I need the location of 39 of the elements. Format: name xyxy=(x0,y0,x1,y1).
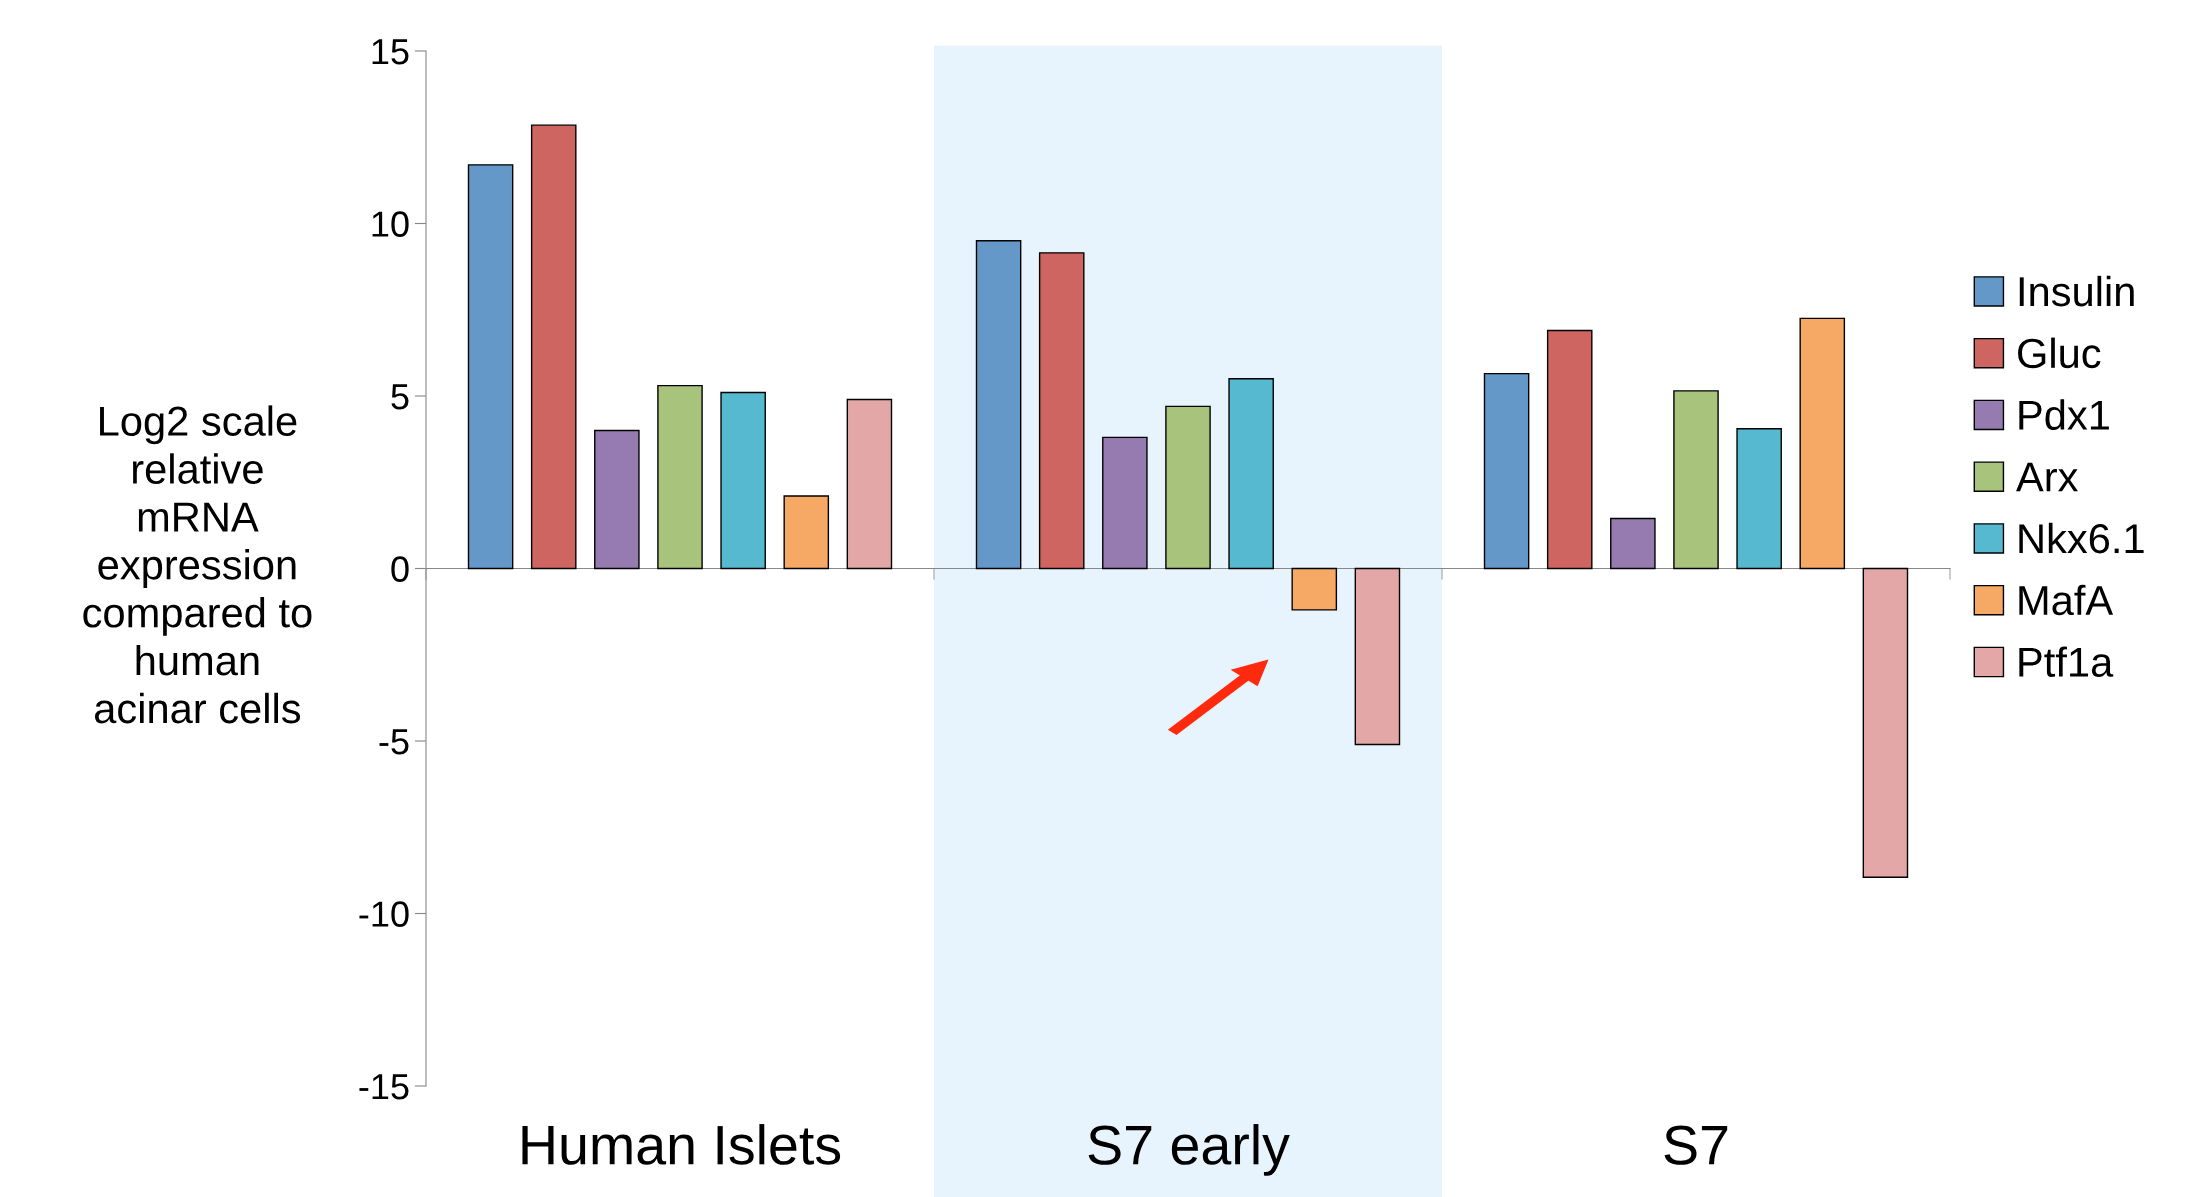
bar xyxy=(975,240,1022,570)
bar xyxy=(467,164,514,570)
bar xyxy=(1038,252,1085,570)
legend-label: Arx xyxy=(2016,462,2078,492)
x-tick-label: S7 xyxy=(1664,1125,1728,1165)
y-tick-label: 10 xyxy=(372,211,409,237)
legend-label: Insulin xyxy=(2019,275,2134,307)
legend-label: Nkx6.1 xyxy=(2019,522,2144,554)
y-tick-label: 15 xyxy=(372,39,409,65)
bar xyxy=(1610,517,1656,570)
x-tick-label: Human Islets xyxy=(522,1124,841,1165)
y-tick-label: 5 xyxy=(391,384,409,410)
bar xyxy=(1673,390,1719,570)
bar xyxy=(1483,372,1530,570)
x-tick-label: S7 early xyxy=(1088,1124,1290,1176)
legend-label: Pdx1 xyxy=(2019,399,2109,430)
legend-label: Gluc xyxy=(2018,337,2101,369)
bar xyxy=(1354,567,1401,746)
bar xyxy=(1546,329,1593,570)
y-tick-label: -10 xyxy=(359,901,409,927)
y-tick-label: 0 xyxy=(391,556,409,582)
bar xyxy=(657,384,703,570)
bar xyxy=(1291,567,1338,611)
y-axis-title: Log2 scale relative mRNA expression compared to human acinar cells xyxy=(83,405,312,724)
y-tick-label: -5 xyxy=(379,729,409,755)
y-tick-label: -15 xyxy=(359,1074,409,1100)
bar xyxy=(1102,436,1148,570)
bar xyxy=(846,398,893,570)
bar xyxy=(594,429,640,570)
bar xyxy=(783,495,830,570)
bar xyxy=(1228,378,1274,570)
bar xyxy=(1862,567,1909,878)
legend-label: Ptf1a xyxy=(2019,646,2114,677)
bar xyxy=(1799,317,1846,570)
bar xyxy=(1736,428,1782,570)
bar xyxy=(1165,405,1211,570)
legend-label: MafA xyxy=(2019,584,2114,616)
bar xyxy=(720,391,766,570)
bar xyxy=(530,124,577,570)
